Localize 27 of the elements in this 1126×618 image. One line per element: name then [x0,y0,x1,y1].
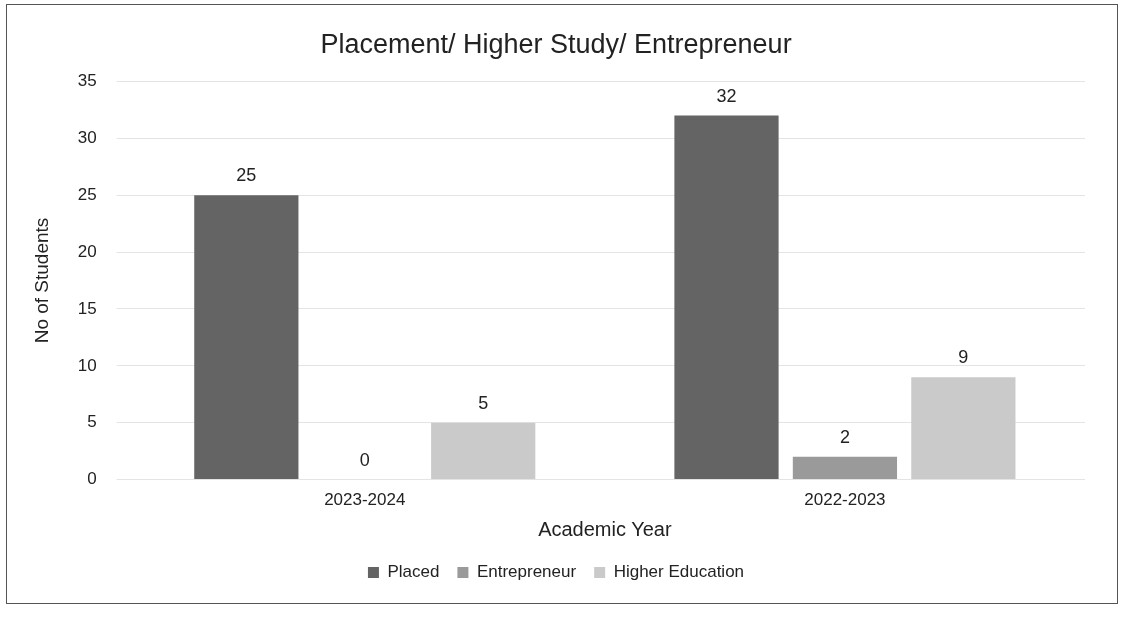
y-tick-label: 25 [77,184,97,204]
legend-label: Higher Education [613,562,745,582]
data-label: 32 [716,85,737,106]
legend-label: Entrepreneur [476,562,577,582]
bar [911,377,1016,480]
x-axis-title: Academic Year [538,517,672,540]
bar [194,195,299,480]
y-tick-label: 0 [87,469,97,489]
bar [431,422,536,480]
data-label: 2 [839,426,850,447]
x-tick-label: 2023-2024 [324,490,406,510]
y-tick-label: 35 [77,71,97,91]
data-label: 5 [478,392,489,413]
data-label: 0 [359,449,370,470]
x-tick-label: 2022-2023 [804,490,886,510]
data-label: 25 [236,165,257,186]
y-tick-label: 20 [77,241,97,261]
data-label: 9 [958,347,969,368]
y-axis-title: No of Students [30,217,52,344]
y-tick-label: 10 [77,355,97,375]
y-tick-label: 15 [77,298,97,318]
y-tick-label: 5 [87,412,97,432]
y-tick-label: 30 [77,127,97,147]
chart-title: Placement/ Higher Study/ Entrepreneur [320,28,792,59]
bar [792,456,898,480]
bar [674,115,779,480]
legend-label: Placed [387,562,440,582]
